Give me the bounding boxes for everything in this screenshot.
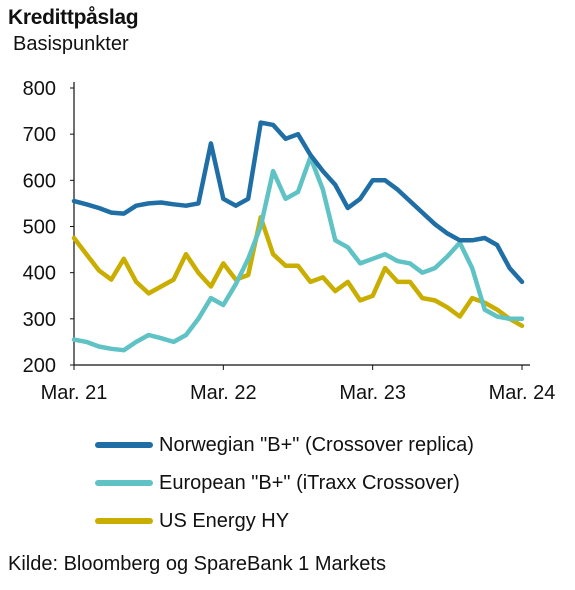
legend-swatch-european bbox=[95, 480, 153, 486]
series-line-us-energy bbox=[71, 215, 525, 329]
legend-item-european: European "B+" (iTraxx Crossover) bbox=[95, 464, 474, 502]
x-tick-label: Mar. 22 bbox=[190, 382, 257, 404]
y-tick-label: 600 bbox=[23, 170, 56, 192]
x-tick-label: Mar. 23 bbox=[339, 382, 406, 404]
legend-item-norwegian: Norwegian "B+" (Crossover replica) bbox=[95, 426, 474, 464]
y-tick-label: 200 bbox=[23, 355, 56, 377]
y-tick-label: 300 bbox=[23, 309, 56, 331]
series-line-european bbox=[71, 155, 525, 353]
chart-subtitle: Basispunkter bbox=[13, 33, 129, 55]
y-tick-label: 500 bbox=[23, 217, 56, 239]
x-tick-label: Mar. 21 bbox=[41, 382, 108, 404]
chart-axes bbox=[70, 82, 530, 370]
legend-label-norwegian: Norwegian "B+" (Crossover replica) bbox=[159, 433, 474, 456]
y-tick-label: 700 bbox=[23, 124, 56, 146]
legend-label-us-energy: US Energy HY bbox=[159, 509, 290, 532]
tick-labels: 800 700 600 500 400 300 200 Mar. 21 Mar. 22 Mar. … bbox=[23, 78, 556, 404]
y-tick-label: 800 bbox=[23, 78, 56, 100]
y-tick-label: 400 bbox=[23, 263, 56, 285]
chart-legend: Norwegian "B+" (Crossover replica) Europ… bbox=[95, 426, 474, 540]
chart-title: Kredittpåslag bbox=[8, 6, 139, 29]
x-tick-label: Mar. 24 bbox=[489, 382, 556, 404]
series-layer bbox=[71, 120, 525, 353]
line-chart: 800 700 600 500 400 300 200 Mar. 21 Mar. 22 Mar. … bbox=[23, 78, 556, 404]
legend-swatch-us-energy bbox=[95, 518, 153, 524]
legend-swatch-norwegian bbox=[95, 442, 153, 448]
legend-label-european: European "B+" (iTraxx Crossover) bbox=[159, 471, 460, 494]
source-note: Kilde: Bloomberg og SpareBank 1 Markets bbox=[8, 553, 386, 575]
legend-item-us-energy: US Energy HY bbox=[95, 502, 474, 540]
series-line-norwegian bbox=[71, 120, 525, 285]
